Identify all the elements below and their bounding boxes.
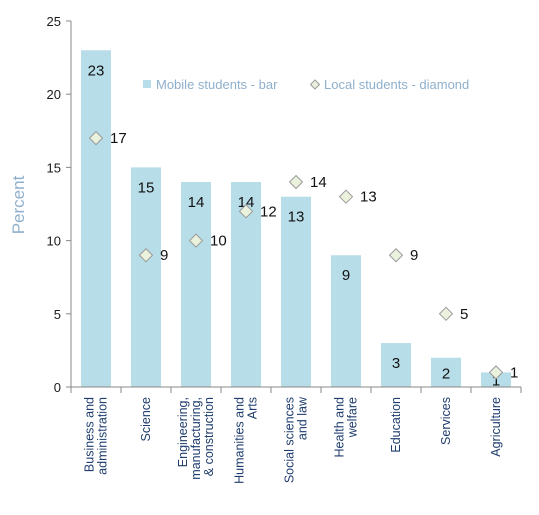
bar bbox=[81, 50, 111, 387]
legend: Mobile students - bar Local students - d… bbox=[143, 77, 469, 92]
bar-value-label: 9 bbox=[342, 267, 350, 284]
bar-value-label: 15 bbox=[138, 179, 155, 196]
x-category-label: Health and welfare bbox=[333, 397, 360, 458]
diamond-marker bbox=[438, 306, 454, 322]
bar-value-label: 23 bbox=[88, 62, 105, 79]
x-category-label: Humanities and Arts bbox=[233, 397, 260, 484]
x-category-label-line: Education bbox=[389, 397, 403, 453]
y-axis-title: Percent bbox=[9, 175, 28, 234]
y-tick-label: 10 bbox=[47, 234, 61, 249]
bar-value-label: 2 bbox=[442, 365, 450, 382]
x-category-label-line: manufacturing, bbox=[189, 397, 203, 480]
diamond-marker bbox=[288, 174, 304, 190]
x-category-label: Business and administration bbox=[83, 397, 110, 475]
marker-value-label: 9 bbox=[160, 247, 168, 264]
legend-diamond-label: Local students - diamond bbox=[324, 77, 469, 92]
diamond-marker bbox=[188, 233, 204, 248]
y-tick-label: 20 bbox=[47, 87, 61, 102]
marker-value-label: 12 bbox=[260, 203, 277, 220]
bars-layer: 23 15 14 14 13 9 3 2 1 bbox=[81, 50, 511, 390]
marker-value-label: 13 bbox=[360, 189, 377, 206]
x-category-label-line: and law bbox=[296, 396, 310, 440]
marker-value-label: 10 bbox=[210, 233, 227, 250]
y-tick-label: 5 bbox=[54, 307, 61, 322]
diamond-marker bbox=[488, 365, 504, 380]
diamond-marker bbox=[138, 248, 154, 263]
x-category-label-line: Arts bbox=[246, 397, 260, 419]
x-category-label: Social sciences and law bbox=[283, 396, 310, 483]
bar-value-label: 1 bbox=[492, 373, 500, 390]
x-category-label: Agriculture bbox=[489, 397, 503, 457]
x-category-label-line: Agriculture bbox=[489, 397, 503, 457]
legend-bar-swatch bbox=[143, 80, 151, 88]
marker-value-label: 1 bbox=[510, 364, 518, 381]
x-category-label: Engineering, manufacturing, & construction bbox=[176, 397, 216, 480]
x-category-label: Education bbox=[389, 397, 403, 453]
legend-bar-label: Mobile students - bar bbox=[156, 77, 278, 92]
y-tick-label: 25 bbox=[47, 14, 61, 29]
x-category-label-line: welfare bbox=[346, 397, 360, 438]
bar-value-label: 14 bbox=[188, 194, 205, 211]
diamond-marker bbox=[238, 204, 254, 219]
x-category-label-line: Humanities and bbox=[233, 397, 247, 484]
x-category-label-line: Social sciences bbox=[283, 397, 297, 483]
x-category-label-line: administration bbox=[96, 397, 110, 475]
x-category-label-line: Science bbox=[139, 397, 153, 442]
legend-diamond-swatch bbox=[309, 79, 321, 90]
x-category-label-line: Business and bbox=[83, 397, 97, 472]
x-category-label: Science bbox=[139, 397, 153, 442]
bar bbox=[181, 182, 211, 387]
x-category-label: Services bbox=[439, 397, 453, 445]
marker-value-label: 14 bbox=[310, 174, 327, 191]
marker-value-label: 9 bbox=[410, 247, 418, 264]
bar bbox=[131, 167, 161, 387]
markers-layer: 17 9 10 12 14 13 9 5 1 bbox=[88, 130, 518, 381]
diamond-marker bbox=[338, 189, 354, 204]
marker-value-label: 17 bbox=[110, 130, 127, 147]
bar bbox=[381, 343, 411, 387]
diamond-marker bbox=[388, 248, 404, 263]
bar bbox=[481, 372, 511, 387]
bar-value-label: 3 bbox=[392, 355, 400, 372]
bar-value-label: 14 bbox=[238, 194, 255, 211]
bar bbox=[281, 196, 311, 387]
y-axis: 0 5 10 15 20 25 bbox=[47, 14, 72, 395]
y-tick-label: 0 bbox=[54, 380, 61, 395]
marker-value-label: 5 bbox=[460, 306, 468, 323]
bar bbox=[331, 255, 361, 387]
x-category-label-line: & construction bbox=[202, 397, 216, 476]
x-axis: Business and administration Science Enginee… bbox=[70, 386, 522, 484]
diamond-marker bbox=[88, 130, 104, 146]
x-category-label-line: Health and bbox=[333, 397, 347, 458]
y-tick-label: 15 bbox=[47, 160, 61, 175]
x-category-label-line: Engineering, bbox=[176, 397, 190, 467]
x-category-label-line: Services bbox=[439, 397, 453, 445]
bar bbox=[431, 357, 461, 387]
bar-value-label: 13 bbox=[288, 209, 305, 226]
